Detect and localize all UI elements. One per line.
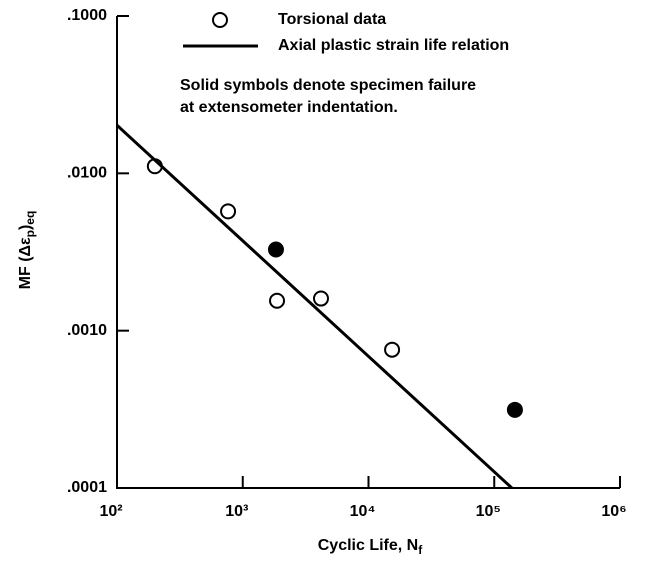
x-tick-label: 10⁵ <box>476 503 501 520</box>
x-tick-label: 10⁶ <box>601 503 626 520</box>
x-tick-label: 10³ <box>225 503 248 520</box>
y-tick-label: .0100 <box>67 165 107 182</box>
x-tick-label: 10⁴ <box>350 503 376 520</box>
annotation: at extensometer indentation. <box>180 99 398 116</box>
x-label-text: Cyclic Life, N <box>318 537 418 554</box>
x-axis-label: Cyclic Life, Nf <box>318 537 423 557</box>
annotation: Solid symbols denote specimen failure <box>180 77 476 94</box>
y-label-text: ) <box>17 225 34 230</box>
legend-label: Axial plastic strain life relation <box>278 37 509 54</box>
y-axis-label: MF (Δεp)eq <box>17 211 37 290</box>
data-point <box>384 341 401 358</box>
y-tick-label: .0010 <box>67 322 107 339</box>
data-point <box>220 203 237 220</box>
data-point <box>506 401 523 418</box>
data-point <box>267 241 284 258</box>
y-label-sub: p <box>23 230 37 237</box>
y-tick-label: .1000 <box>67 7 107 24</box>
y-label-sub: eq <box>23 211 37 225</box>
x-label-sub: f <box>418 543 423 557</box>
y-label-text: MF (Δε <box>17 237 34 289</box>
data-point <box>312 290 329 307</box>
fit-line <box>115 124 513 490</box>
x-tick-label: 10² <box>99 503 122 520</box>
data-point <box>269 292 286 309</box>
y-tick-label: .0001 <box>67 479 107 496</box>
legend-label: Torsional data <box>278 11 386 28</box>
legend-marker <box>212 12 228 28</box>
